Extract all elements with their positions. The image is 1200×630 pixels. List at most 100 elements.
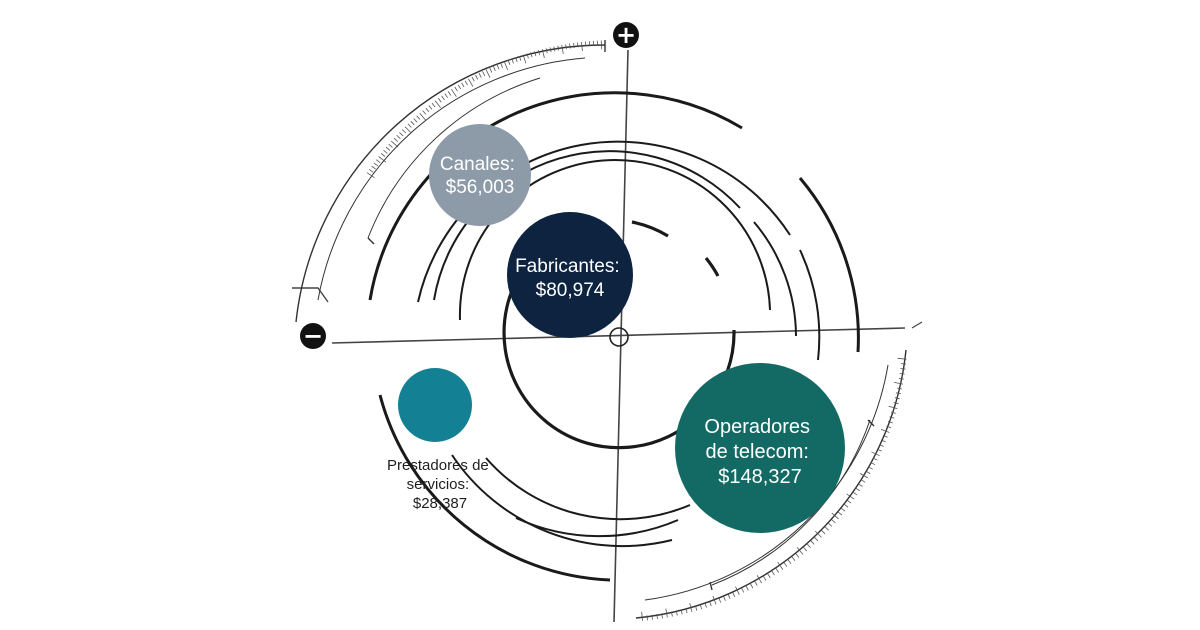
ruler-tick <box>803 547 808 552</box>
ruler-tick <box>447 91 452 96</box>
ruler-tick <box>553 46 556 52</box>
ruler-tick <box>561 44 564 54</box>
svg-text:Prestadores de servicios: Prestadores de servicios: $28,387 <box>387 457 493 512</box>
ruler-tick <box>865 470 871 474</box>
ruler-tick <box>821 530 826 535</box>
ruler-tick <box>745 585 749 591</box>
ruler-tick <box>699 604 703 610</box>
ruler-tick <box>897 387 903 390</box>
ruler-tick <box>859 473 868 479</box>
ruler-tick <box>661 613 663 619</box>
ring-4 <box>458 158 771 321</box>
ruler-tick <box>388 143 393 148</box>
ruler-tick <box>895 392 901 395</box>
ruler-tick <box>375 159 381 164</box>
ruler-tick <box>870 462 876 466</box>
ruler-tick <box>385 146 391 151</box>
ruler-tick <box>541 49 545 58</box>
ruler-tick <box>882 435 888 438</box>
ruler-tick <box>900 363 907 365</box>
ruler-tick <box>399 132 404 137</box>
ruler-tick <box>588 41 591 47</box>
ruler-top-left <box>295 40 606 323</box>
ruler-tick <box>709 601 712 607</box>
ruler-tick <box>750 583 754 589</box>
ruler-tick <box>422 110 427 115</box>
ruler-tick <box>871 451 880 457</box>
ruler-tick <box>888 405 898 409</box>
fabricantes-label: Fabricantes: <box>515 256 620 277</box>
ruler-tick <box>718 597 722 603</box>
ruler-tick <box>441 95 445 101</box>
ruler-tick <box>468 78 474 87</box>
ring-3-bottom <box>485 457 691 521</box>
ruler-tick <box>890 411 896 414</box>
ruler-tick <box>665 608 668 618</box>
ruler-tick <box>437 98 442 103</box>
plus-marker: + <box>613 21 639 49</box>
minus-symbol: − <box>303 322 323 350</box>
ruler-tick <box>428 105 433 110</box>
ruler-tick <box>464 80 468 86</box>
ruler-tick <box>695 605 698 611</box>
ruler-tick <box>898 377 904 380</box>
ruler-tick <box>843 503 849 508</box>
bubble-canales-circle <box>429 124 531 226</box>
ruler-ticks-top <box>366 40 603 179</box>
ruler-tick <box>545 48 548 54</box>
ruler-tick <box>675 610 678 616</box>
ruler-tick <box>565 44 567 50</box>
ruler-tick <box>846 493 855 500</box>
ring-2-bottom <box>451 454 673 548</box>
ruler-tick <box>461 82 465 88</box>
ruler-tick <box>897 357 907 360</box>
ring-3 <box>433 150 741 301</box>
ruler-tick <box>880 429 890 433</box>
ruler-tick <box>837 511 843 516</box>
prestadores-value: $28,387 <box>413 495 467 512</box>
ruler-tick <box>868 466 873 470</box>
ruler-tick <box>796 547 804 555</box>
ruler-tick <box>763 576 767 581</box>
ruler-tick <box>704 602 707 608</box>
prestadores-label-2: servicios: <box>407 476 470 493</box>
ruler-tick <box>581 41 583 51</box>
ruler-tick <box>689 603 693 613</box>
ruler-tick <box>434 100 441 109</box>
ruler-tick <box>732 592 736 597</box>
ruler-ticks-bottom <box>641 357 907 621</box>
fabricantes-value: $80,974 <box>536 280 605 301</box>
ruler-tick <box>852 491 858 496</box>
ruler-tick <box>889 416 895 419</box>
ruler-tick <box>485 69 491 78</box>
ruler-tick <box>872 457 878 461</box>
ruler-tick <box>416 115 421 120</box>
ruler-tick <box>478 72 482 78</box>
ruler-tick <box>503 61 509 71</box>
ruler-tick <box>775 568 780 573</box>
center-crosshair <box>609 327 629 347</box>
ruler-tick <box>489 67 493 73</box>
ruler-tick <box>538 50 541 56</box>
bubble-operadores: Operadores de telecom: $148,327 <box>675 363 845 533</box>
ruler-tick <box>846 499 852 504</box>
ruler-tick <box>600 40 603 50</box>
ruler-tick <box>646 615 648 621</box>
bubble-canales: Canales: $56,003 <box>429 124 531 226</box>
ruler-tick <box>879 444 884 447</box>
ruler-tick <box>685 608 688 614</box>
ruler-tick <box>767 573 771 579</box>
ruler-tick <box>756 575 762 584</box>
bubble-prestadores-circle <box>398 368 472 442</box>
ruler-tick <box>828 522 833 527</box>
svg-text:Canales: $56,003: Canales: $56,003 <box>440 154 520 198</box>
minus-marker: − <box>300 322 326 350</box>
ruler-tick <box>391 140 399 148</box>
ruler-tick <box>900 368 906 370</box>
ruler-tick <box>577 42 579 48</box>
ruler-tick <box>795 553 800 558</box>
ruler-tick <box>840 507 846 512</box>
ruler-tick <box>404 126 412 134</box>
ruler-tick <box>457 84 462 90</box>
ruler-tick <box>783 562 788 567</box>
